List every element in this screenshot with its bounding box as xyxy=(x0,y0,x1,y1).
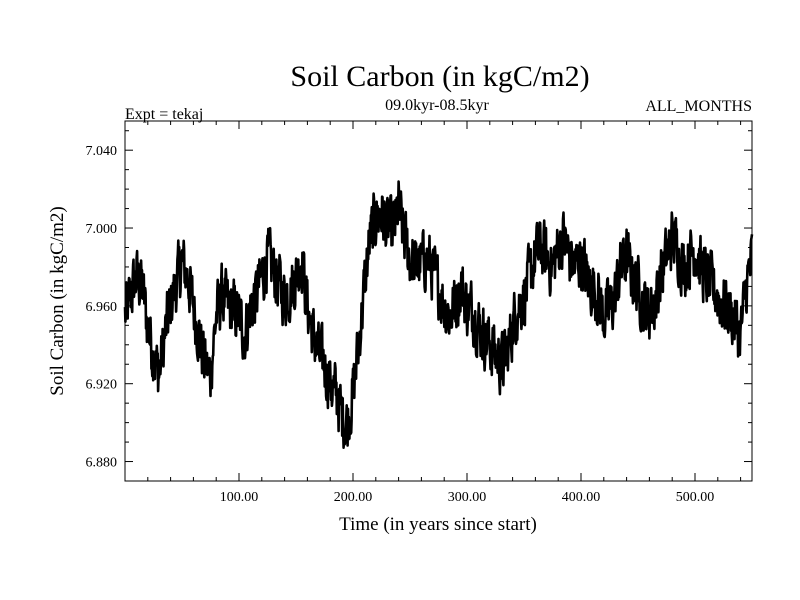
y-tick-label: 6.920 xyxy=(86,378,118,393)
x-axis-label: Time (in years since start) xyxy=(339,514,537,535)
y-tick-label: 7.040 xyxy=(86,144,118,159)
y-axis-label: Soil Carbon (in kgC/m2) xyxy=(47,206,68,395)
chart-subtitle: 09.0kyr-08.5kyr xyxy=(385,97,489,114)
x-tick-label: 500.00 xyxy=(676,490,715,505)
chart-title: Soil Carbon (in kgC/m2) xyxy=(290,60,589,93)
y-tick-label: 6.960 xyxy=(86,300,118,315)
y-tick-label: 7.000 xyxy=(86,222,118,237)
x-tick-label: 300.00 xyxy=(448,490,487,505)
y-tick-label: 6.880 xyxy=(86,456,118,471)
experiment-label: Expt = tekaj xyxy=(125,106,203,123)
series-line-soil-carbon xyxy=(123,180,754,450)
period-label: ALL_MONTHS xyxy=(645,98,752,115)
plot-frame xyxy=(124,120,753,482)
tick-labels: 100.00 200.00 300.00 400.00 500.00 6.880 6.920… xyxy=(86,144,715,505)
x-tick-label: 200.00 xyxy=(334,490,373,505)
x-tick-label: 100.00 xyxy=(220,490,259,505)
x-tick-label: 400.00 xyxy=(562,490,601,505)
